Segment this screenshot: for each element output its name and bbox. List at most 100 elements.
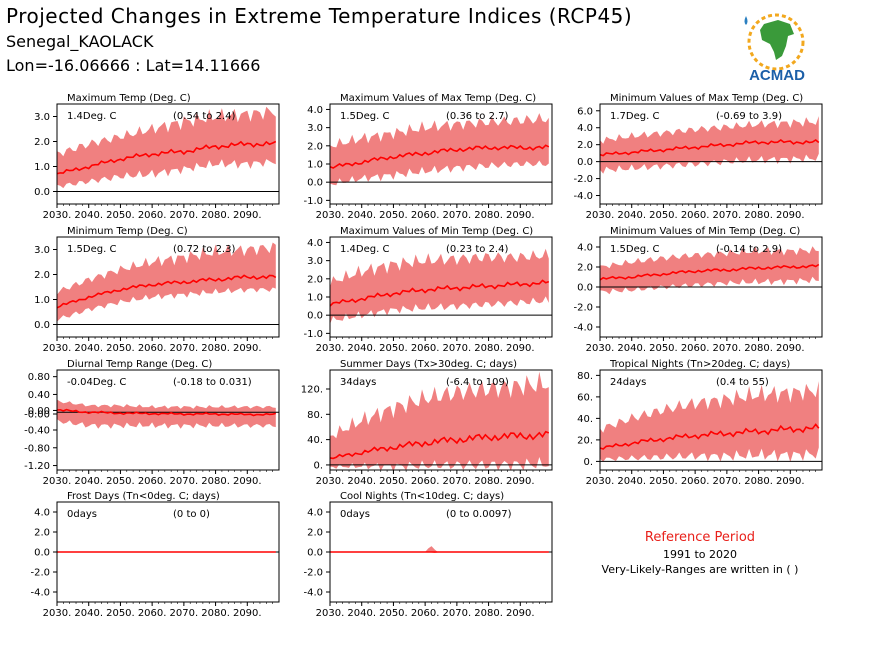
logo-text: ACMAD — [749, 67, 805, 84]
x-tick-label: 2080. — [201, 476, 230, 487]
likely-range-annotation: (0.72 to 2.3) — [173, 244, 235, 255]
uncertainty-band — [330, 546, 549, 552]
x-tick-label: 2080. — [744, 476, 773, 487]
y-tick-label: 80. — [577, 371, 593, 382]
panel-title: Maximum Values of Max Temp (Deg. C) — [340, 93, 536, 104]
y-tick-label: 0.0 — [307, 178, 323, 189]
plot-frame — [56, 103, 280, 205]
change-annotation: 1.5Deg. C — [610, 244, 659, 255]
y-tick-label: 1.0 — [34, 162, 50, 173]
y-tick-label: 0. — [583, 457, 593, 468]
y-tick-label: 80. — [307, 410, 323, 421]
x-tick-label: 2080. — [201, 210, 230, 221]
panel-title: Summer Days (Tx>30deg. C; days) — [340, 359, 517, 370]
y-tick-label: -0.40 — [24, 426, 50, 437]
x-tick-label: 2090. — [506, 608, 535, 619]
y-tick-label: 2.0 — [307, 141, 323, 152]
x-tick-label: 2080. — [744, 343, 773, 354]
y-tick-label: 3.0 — [34, 245, 50, 256]
x-tick-label: 2050. — [379, 343, 408, 354]
x-tick-label: 2050. — [106, 343, 135, 354]
y-tick-label: 0.40 — [28, 390, 50, 401]
uncertainty-band — [330, 371, 549, 472]
x-tick-label: 2070. — [713, 343, 742, 354]
y-tick-label: 0.0 — [307, 548, 323, 559]
x-tick-label: 2040. — [347, 608, 376, 619]
y-tick-label: -4.0 — [573, 323, 593, 334]
reference-period-title: Reference Period — [644, 530, 756, 545]
x-tick-label: 2060. — [681, 476, 710, 487]
y-tick-label: 2.0 — [577, 263, 593, 274]
y-tick-label: 2.0 — [307, 274, 323, 285]
y-tick-label: 0.00 — [28, 406, 50, 417]
uncertainty-band — [57, 106, 276, 189]
y-tick-label: 0.0 — [577, 157, 593, 168]
change-annotation: 1.5Deg. C — [67, 244, 116, 255]
x-tick-label: 2060. — [138, 608, 167, 619]
likely-range-annotation: (-0.18 to 0.031) — [173, 377, 252, 388]
x-tick-label: 2030. — [43, 608, 72, 619]
y-tick-label: 4.0 — [577, 123, 593, 134]
x-tick-label: 2060. — [411, 608, 440, 619]
x-tick-label: 2030. — [43, 210, 72, 221]
station-coordinates: Lon=-16.06666 : Lat=14.11666 — [6, 56, 261, 75]
x-tick-label: 2030. — [586, 476, 615, 487]
x-tick-label: 2070. — [170, 343, 199, 354]
chart-panel: Diurnal Temp Range (Deg. C) -0.04Deg. C (-… — [24, 359, 280, 487]
x-tick-label: 2060. — [138, 343, 167, 354]
plot-frame — [599, 369, 823, 471]
x-tick-label: 2040. — [74, 343, 103, 354]
x-tick-label: 2070. — [713, 476, 742, 487]
x-tick-label: 2050. — [106, 476, 135, 487]
y-tick-label: 3.0 — [34, 112, 50, 123]
change-annotation: 1.7Deg. C — [610, 111, 659, 122]
x-tick-label: 2050. — [106, 608, 135, 619]
median-line — [56, 274, 277, 309]
x-tick-label: 2090. — [776, 476, 805, 487]
panel-title: Minimum Values of Min Temp (Deg. C) — [610, 226, 800, 237]
y-tick-label: -4.0 — [303, 588, 323, 599]
y-tick-label: 3.0 — [307, 256, 323, 267]
y-tick-label: 1.0 — [307, 160, 323, 171]
x-tick-label: 2060. — [138, 210, 167, 221]
reference-period-years: 1991 to 2020 — [662, 548, 738, 561]
panel-title: Maximum Temp (Deg. C) — [67, 93, 191, 104]
x-tick-label: 2070. — [443, 343, 472, 354]
x-tick-label: 2080. — [201, 608, 230, 619]
chart-panel: Minimum Values of Min Temp (Deg. C) 1.5De… — [573, 226, 823, 354]
y-tick-label: -1.0 — [303, 196, 323, 207]
y-tick-label: 0.0 — [34, 187, 50, 198]
x-tick-label: 2050. — [379, 476, 408, 487]
x-tick-label: 2030. — [316, 210, 345, 221]
y-tick-label: 1.0 — [34, 295, 50, 306]
y-tick-label: 2.0 — [34, 270, 50, 281]
panel-title: Minimum Temp (Deg. C) — [67, 226, 188, 237]
x-tick-label: 2050. — [649, 476, 678, 487]
median-line — [329, 144, 550, 169]
x-tick-label: 2070. — [170, 210, 199, 221]
x-tick-label: 2080. — [474, 608, 503, 619]
median-line — [329, 430, 550, 460]
station-name: Senegal_KAOLACK — [6, 32, 154, 51]
uncertainty-band — [330, 248, 549, 325]
x-tick-label: 2060. — [681, 210, 710, 221]
x-tick-label: 2040. — [617, 476, 646, 487]
x-tick-label: 2050. — [106, 210, 135, 221]
panel-title: Frost Days (Tn<0deg. C; days) — [67, 491, 220, 502]
median-line — [329, 279, 550, 307]
x-tick-label: 2070. — [443, 608, 472, 619]
x-tick-label: 2030. — [316, 343, 345, 354]
y-tick-label: 20. — [577, 435, 593, 446]
likely-range-annotation: (-0.14 to 2.9) — [716, 244, 782, 255]
y-tick-label: 0. — [313, 460, 323, 471]
x-tick-label: 2050. — [379, 210, 408, 221]
y-tick-label: 1.0 — [307, 293, 323, 304]
y-tick-label: -4.0 — [30, 588, 50, 599]
x-tick-label: 2040. — [617, 210, 646, 221]
x-tick-label: 2060. — [681, 343, 710, 354]
y-tick-label: -0.00 — [24, 410, 50, 421]
y-tick-label: 2.0 — [307, 528, 323, 539]
median-line — [599, 263, 820, 281]
y-tick-label: -2.0 — [573, 174, 593, 185]
